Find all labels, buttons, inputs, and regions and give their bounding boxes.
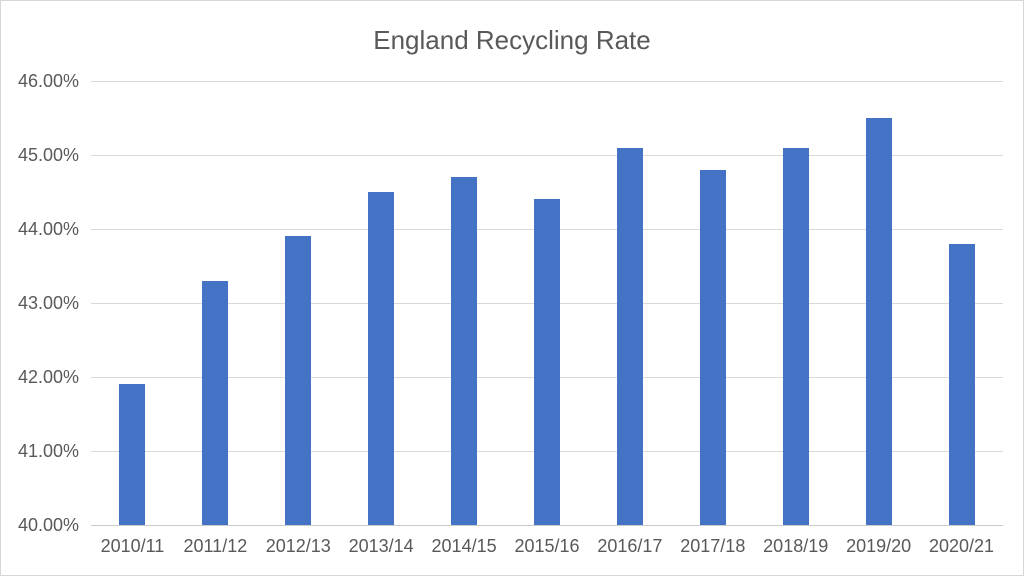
- plot-area: [91, 81, 1003, 526]
- gridline: [91, 81, 1003, 82]
- bar-2020-21: [948, 243, 975, 525]
- x-tick-label: 2014/15: [431, 536, 497, 556]
- x-tick-label: 2019/20: [846, 536, 912, 556]
- bar-2016-17: [616, 147, 643, 525]
- chart-title: England Recycling Rate: [373, 25, 651, 55]
- x-tick-label: 2020/21: [928, 536, 995, 556]
- bar-2012-13: [285, 236, 312, 525]
- y-tick-label: 42.00%: [17, 367, 79, 387]
- bar-2017-18: [699, 169, 726, 525]
- y-tick-label: 40.00%: [17, 515, 79, 535]
- y-tick-label: 45.00%: [17, 145, 79, 165]
- y-tick-label: 44.00%: [17, 219, 79, 239]
- bar-2011-12: [202, 280, 229, 525]
- bar-2013-14: [368, 192, 395, 525]
- x-tick-label: 2011/12: [183, 536, 248, 556]
- x-tick-label: 2012/13: [265, 536, 331, 556]
- bar-2018-19: [782, 147, 809, 525]
- x-axis-line: [91, 525, 1003, 526]
- y-tick-label: 41.00%: [17, 441, 79, 461]
- bar-2014-15: [451, 177, 478, 525]
- bar-2015-16: [534, 199, 560, 525]
- x-tick-label: 2013/14: [348, 536, 414, 556]
- gridline: [91, 155, 1003, 156]
- x-tick-label: 2010/11: [100, 536, 165, 556]
- x-tick-label: 2016/17: [597, 536, 663, 556]
- y-tick-label: 43.00%: [17, 293, 79, 313]
- x-tick-label: 2017/18: [680, 536, 746, 556]
- x-tick-label: 2015/16: [514, 536, 580, 556]
- bar-2010-11: [119, 384, 146, 525]
- x-tick-label: 2018/19: [763, 536, 829, 556]
- y-tick-label: 46.00%: [17, 71, 79, 91]
- bar-2019-20: [865, 118, 892, 525]
